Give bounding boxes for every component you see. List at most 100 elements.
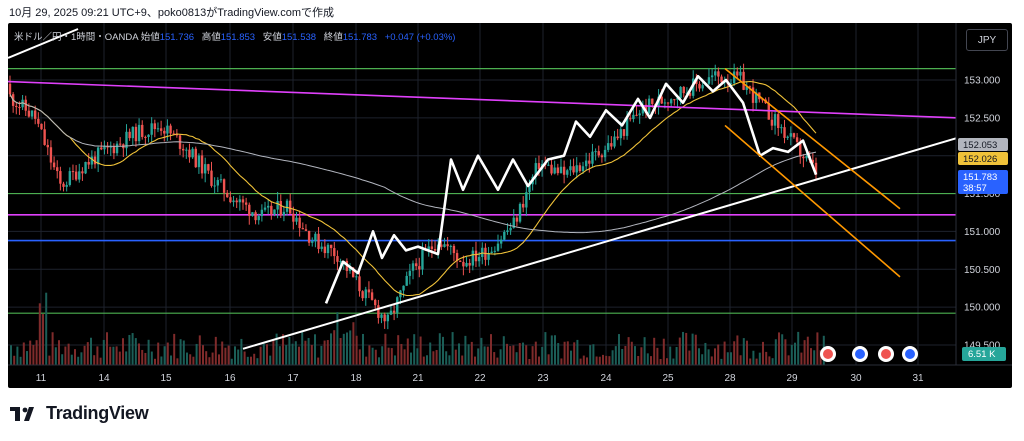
price-chart[interactable]: 153.000152.500152.000151.500151.000150.5… xyxy=(8,23,1012,388)
event-marker-dot xyxy=(823,349,833,359)
candle-body xyxy=(799,141,802,157)
volume-bar xyxy=(560,358,563,365)
volume-bar xyxy=(541,346,544,365)
volume-bar xyxy=(483,346,486,365)
candle-body xyxy=(317,233,320,249)
candle-body xyxy=(74,171,78,180)
candle-body xyxy=(521,203,525,208)
price-tag-blue xyxy=(958,170,1008,194)
volume-bar xyxy=(720,358,723,365)
candle-body xyxy=(616,136,619,139)
candle-body xyxy=(481,247,484,258)
candle-body xyxy=(244,202,248,205)
volume-bar xyxy=(48,355,51,365)
volume-bar xyxy=(160,356,163,365)
open-value: 151.736 xyxy=(159,32,195,43)
candle-body xyxy=(383,314,386,322)
chart-panel[interactable]: 153.000152.500152.000151.500151.000150.5… xyxy=(8,23,1012,388)
candle-body xyxy=(427,246,430,250)
volume-bar xyxy=(342,333,345,365)
candle-body xyxy=(739,71,742,76)
candle-body xyxy=(610,143,613,147)
volume-bar xyxy=(794,342,796,365)
candle-body xyxy=(518,203,522,222)
volume-bar xyxy=(102,339,105,365)
volume-bar xyxy=(621,348,624,365)
volume-bar xyxy=(278,346,281,365)
candle-body xyxy=(732,71,736,84)
candle-body xyxy=(569,166,572,171)
candle-body xyxy=(336,256,339,262)
event-marker-dot xyxy=(881,349,891,359)
candle-body xyxy=(550,164,553,174)
volume-bar xyxy=(778,332,780,365)
volume-bar xyxy=(179,339,182,365)
volume-bar xyxy=(566,341,569,365)
volume-bar xyxy=(406,338,409,365)
volume-bar xyxy=(461,355,464,365)
candle-body xyxy=(421,249,424,270)
x-tick-label: 23 xyxy=(537,373,549,384)
volume-bar xyxy=(371,347,374,365)
candle-body xyxy=(87,161,90,165)
volume-bar xyxy=(515,352,518,365)
candle-body xyxy=(248,204,251,216)
event-marker-dot xyxy=(905,349,915,359)
volume-bar xyxy=(525,345,528,365)
candle-body xyxy=(254,212,257,221)
currency-button[interactable]: JPY xyxy=(966,29,1008,51)
volume-bar xyxy=(131,333,134,365)
volume-bar xyxy=(666,358,668,365)
volume-bar xyxy=(397,335,400,365)
candle-body xyxy=(229,197,232,203)
candle-body xyxy=(289,200,292,214)
close-label: 終値 xyxy=(323,32,343,43)
x-tick-label: 25 xyxy=(662,373,674,384)
candle-body xyxy=(515,217,519,222)
candle-body xyxy=(191,148,194,158)
volume-bar xyxy=(339,338,342,365)
x-tick-label: 14 xyxy=(98,373,110,384)
volume-bar xyxy=(387,347,390,365)
volume-bar xyxy=(490,334,492,365)
volume-bar xyxy=(509,346,512,365)
candle-body xyxy=(304,229,308,231)
candle-body xyxy=(584,160,588,167)
event-marker-dot xyxy=(855,349,865,359)
candle-body xyxy=(625,118,629,136)
candle-body xyxy=(802,156,805,159)
volume-bar xyxy=(586,357,588,365)
volume-bar xyxy=(579,358,582,365)
volume-bar xyxy=(282,334,284,365)
volume-bar xyxy=(554,335,556,365)
candle-body xyxy=(103,146,106,150)
candle-body xyxy=(90,156,94,165)
candle-body xyxy=(276,201,279,210)
volume-bar xyxy=(310,344,313,365)
volume-bar xyxy=(464,335,467,365)
candle-body xyxy=(720,76,723,83)
candle-body xyxy=(559,166,563,174)
volume-bar xyxy=(150,351,153,365)
candle-body xyxy=(660,96,663,104)
volume-bar xyxy=(480,337,483,365)
candle-body xyxy=(462,261,465,267)
candle-body xyxy=(314,233,317,242)
candle-body xyxy=(707,77,711,84)
volume-bar xyxy=(608,356,611,365)
x-tick-label: 22 xyxy=(474,373,486,384)
candle-body xyxy=(506,230,509,232)
candle-body xyxy=(644,104,648,114)
candle-body xyxy=(578,165,582,172)
candle-body xyxy=(402,285,405,291)
volume-bar xyxy=(365,356,368,365)
volume-bar xyxy=(704,342,707,365)
candle-body xyxy=(622,129,626,136)
volume-bar xyxy=(86,342,89,365)
x-tick-label: 17 xyxy=(287,373,299,384)
y-tick-label: 150.000 xyxy=(964,303,1001,314)
candle-body xyxy=(607,143,610,150)
volume-bar xyxy=(627,337,630,365)
candle-body xyxy=(509,227,512,231)
volume-bar xyxy=(115,346,118,365)
